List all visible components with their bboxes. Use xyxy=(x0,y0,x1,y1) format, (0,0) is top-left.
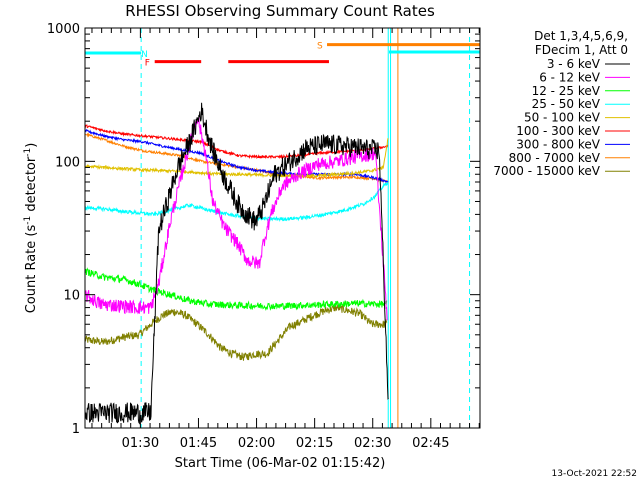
legend-entry-label: 3 - 6 keV xyxy=(547,57,601,71)
flag-label-s: S xyxy=(317,42,323,52)
flag-label-n: N xyxy=(141,50,148,60)
series-line-3 xyxy=(84,267,388,312)
series-line-5 xyxy=(84,138,389,179)
legend: Det 1,3,4,5,6,9,FDecim 1, Att 03 - 6 keV… xyxy=(493,29,630,178)
plot-area: NF S 1 10 100 1000 01:30 01:45 02:00 02:15 02:30 02… xyxy=(47,22,481,451)
legend-entry-label: 300 - 800 keV xyxy=(516,137,600,151)
series-line-2 xyxy=(84,117,388,321)
flag-label-f: F xyxy=(145,59,150,69)
x-axis-label: Start Time (06-Mar-02 01:15:42) xyxy=(175,456,386,471)
y-tick-label: 1 xyxy=(72,422,80,437)
y-tick-label: 100 xyxy=(55,155,80,170)
x-tick-label: 02:45 xyxy=(412,436,449,451)
series-line-9 xyxy=(84,303,388,361)
x-tick-label: 02:30 xyxy=(354,436,391,451)
y-axis-label: Count Rate (s-1 detector-1) xyxy=(23,143,39,314)
legend-entry-label: 7000 - 15000 keV xyxy=(493,164,600,178)
y-tick-label: 1000 xyxy=(47,22,80,37)
series-line-6 xyxy=(84,124,389,160)
legend-header: Det 1,3,4,5,6,9, xyxy=(534,29,628,43)
x-tick-label: 01:30 xyxy=(122,436,159,451)
x-tick-label: 02:00 xyxy=(238,436,275,451)
legend-entry-label: 12 - 25 keV xyxy=(532,84,601,98)
series-line-4 xyxy=(84,181,389,223)
plot-frame xyxy=(84,27,481,429)
y-tick-label: 10 xyxy=(63,289,80,304)
date-stamp: 13-Oct-2021 22:52 xyxy=(552,469,637,479)
x-tick-label: 01:45 xyxy=(180,436,217,451)
legend-header: FDecim 1, Att 0 xyxy=(535,43,628,57)
chart-title: RHESSI Observing Summary Count Rates xyxy=(125,2,435,20)
legend-entry-label: 100 - 300 keV xyxy=(516,124,600,138)
legend-entry-label: 50 - 100 keV xyxy=(524,111,601,125)
x-tick-label: 02:15 xyxy=(296,436,333,451)
series-line-1 xyxy=(84,102,389,425)
legend-entry-label: 25 - 50 keV xyxy=(532,97,601,111)
legend-entry-label: 800 - 7000 keV xyxy=(509,151,601,165)
legend-entry-label: 6 - 12 keV xyxy=(539,70,601,84)
